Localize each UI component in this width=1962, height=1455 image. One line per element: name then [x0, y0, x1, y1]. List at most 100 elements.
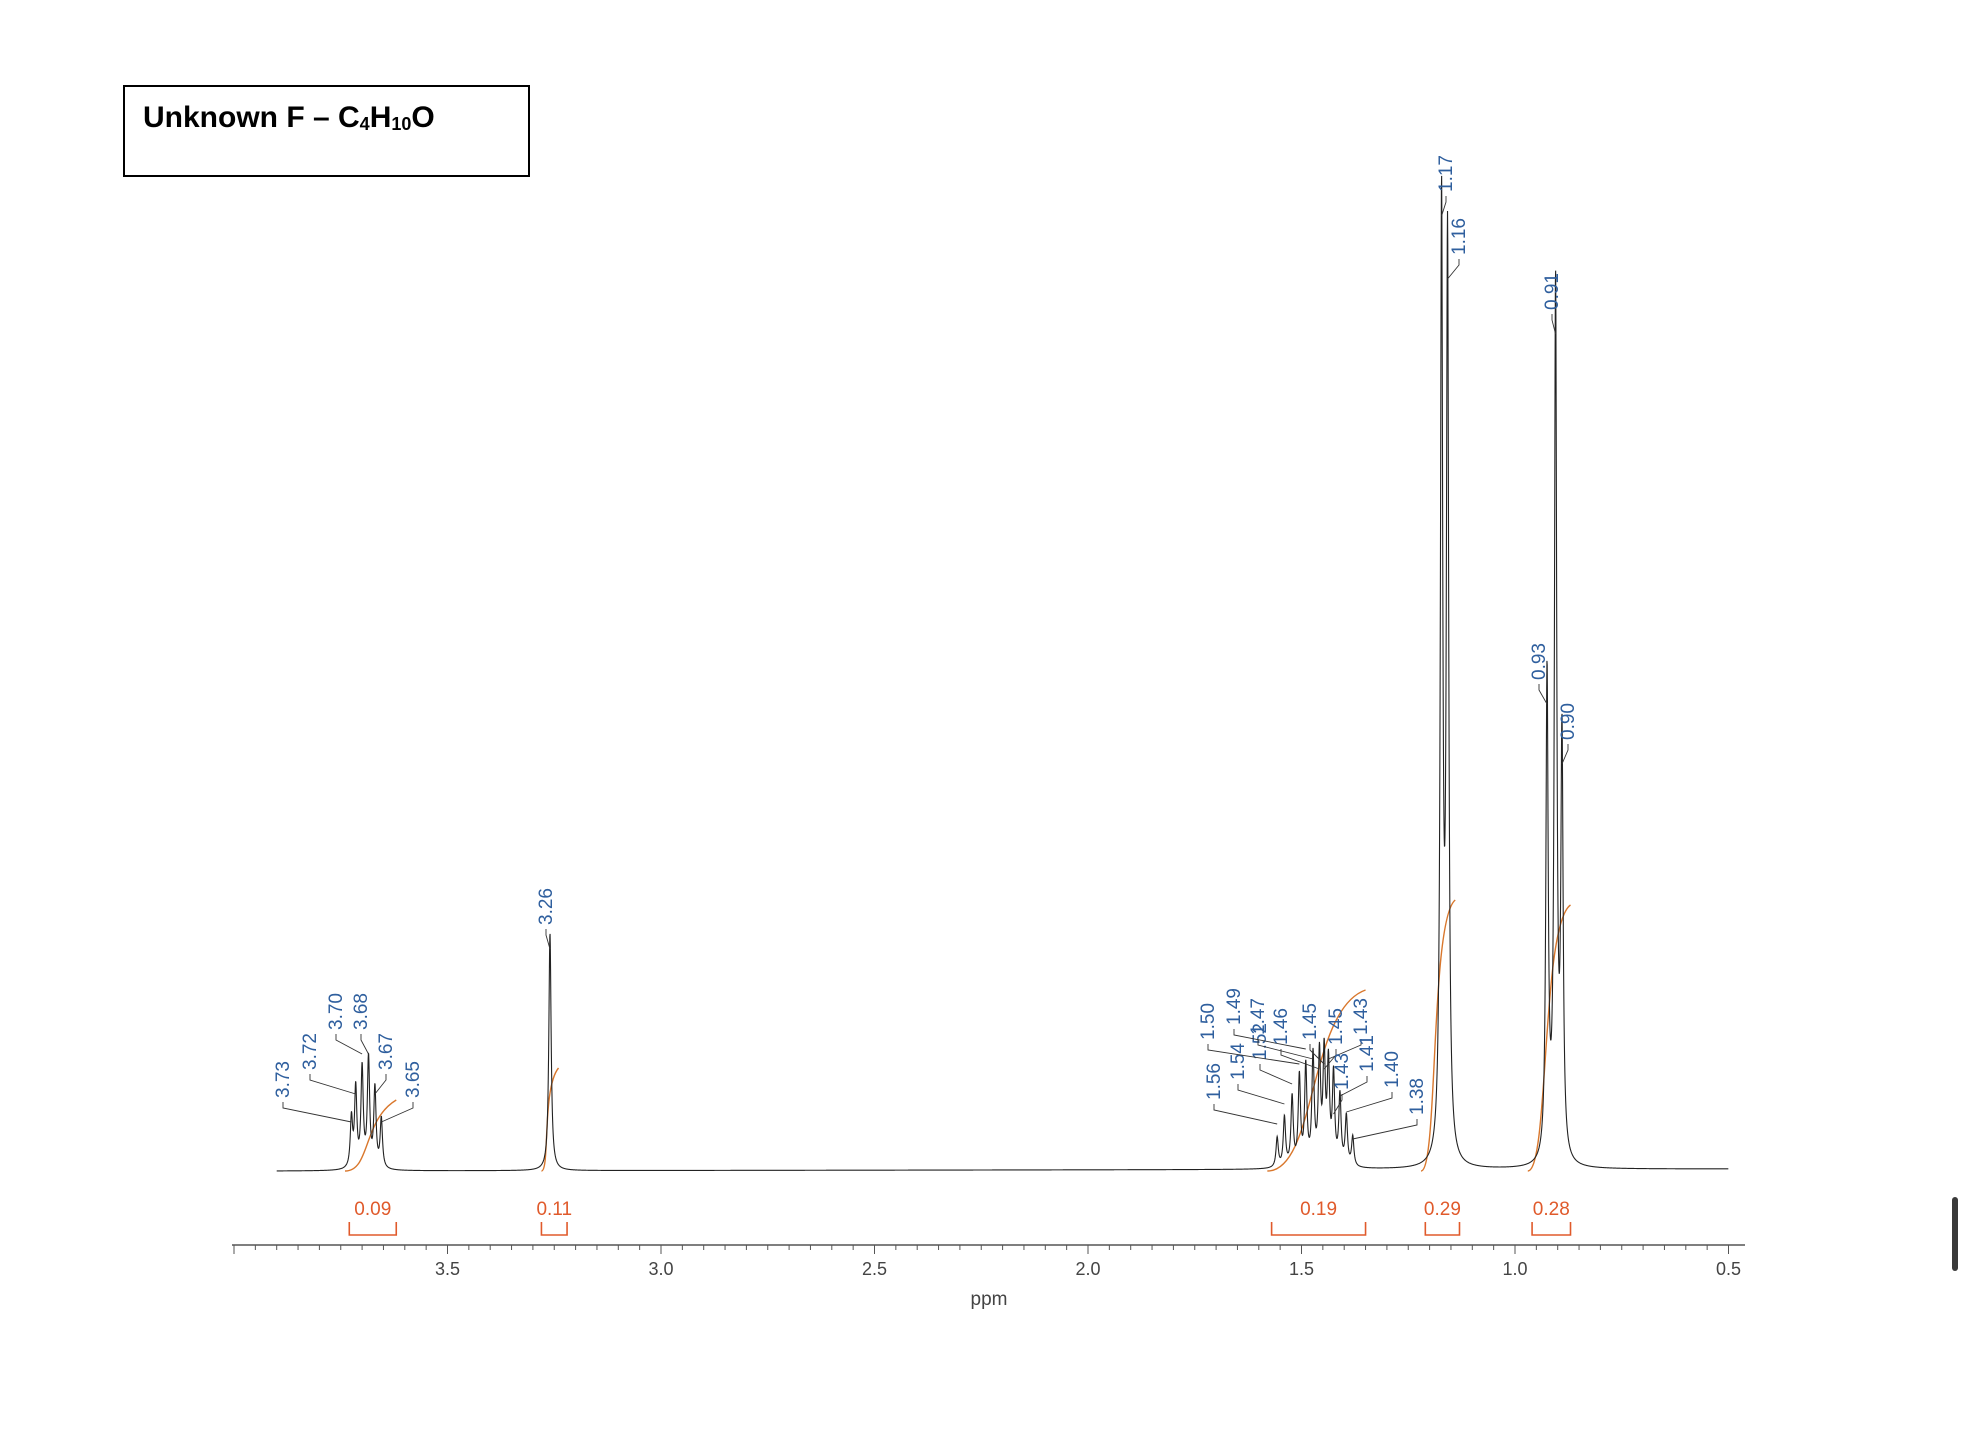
tick-label: 3.0 — [648, 1259, 673, 1279]
peak-connector — [360, 1034, 369, 1055]
integration-bracket — [1424, 1222, 1461, 1236]
peak-label-text: 1.46 — [1271, 1008, 1292, 1045]
peak-label-text: 1.43 — [1332, 1053, 1353, 1090]
tick-label: 2.5 — [862, 1259, 887, 1279]
peak-connector — [374, 1074, 387, 1095]
peak-label-text: 3.70 — [326, 993, 347, 1030]
peak-connector — [1551, 314, 1557, 335]
peak-connector — [1333, 1094, 1343, 1115]
peak-connector — [1538, 684, 1548, 705]
integration-bracket — [540, 1222, 568, 1236]
peak-label-text: 3.65 — [403, 1061, 424, 1098]
peak-label: 1.52 — [1250, 1023, 1293, 1085]
integral-curve — [540, 1067, 560, 1172]
compound-title: Unknown F – C4H10O — [143, 101, 435, 135]
peak-label-text: 1.45 — [1300, 1003, 1321, 1040]
peak-connector — [1441, 196, 1447, 217]
integration: 0.09 — [348, 1199, 398, 1236]
compound-title-box: Unknown F – C4H10O — [123, 85, 530, 177]
peak-label: 1.45 — [1323, 1008, 1347, 1070]
peak-connector — [381, 1102, 414, 1123]
peak-label-text: 1.56 — [1204, 1063, 1225, 1100]
integration: 0.11 — [536, 1199, 572, 1236]
peak-connector — [1328, 1039, 1362, 1060]
peak-labels: 3.73 3.723.70 3.683.67 3.65 3.26 1.561.541.52… — [273, 155, 1579, 1140]
ppm-axis: 3.5 3.0 2.5 2.0 1.5 1.0 0.5 ppm — [232, 1244, 1745, 1310]
peak-label-text: 1.50 — [1198, 1003, 1219, 1040]
peak-label: 1.17 — [1436, 155, 1457, 217]
peak-label: 1.56 — [1204, 1063, 1278, 1125]
peak-label-text: 3.73 — [273, 1061, 294, 1098]
integration: 0.28 — [1531, 1199, 1572, 1236]
tick-label: 3.5 — [435, 1259, 460, 1279]
integral-curve — [344, 1099, 397, 1172]
integration-value: 0.28 — [1533, 1199, 1570, 1220]
integration-value: 0.09 — [354, 1199, 391, 1220]
peak-label-text: 3.72 — [300, 1033, 321, 1070]
peak-label: 1.41 — [1339, 1035, 1378, 1097]
tick-label: 1.5 — [1289, 1259, 1314, 1279]
peak-connector — [1237, 1084, 1285, 1105]
peak-label-text: 0.91 — [1542, 273, 1563, 310]
peak-connector — [1339, 1076, 1368, 1097]
peak-label-text: 1.41 — [1357, 1035, 1378, 1072]
peak-connector — [1213, 1104, 1278, 1125]
peak-label-text: 0.90 — [1558, 703, 1579, 740]
tick-label: 1.0 — [1502, 1259, 1527, 1279]
peak-label: 1.38 — [1352, 1078, 1428, 1140]
peak-label-text: 1.45 — [1326, 1008, 1347, 1045]
integration-bracket — [1270, 1222, 1367, 1236]
peak-label: 1.45 — [1300, 1003, 1325, 1065]
peak-connector — [1447, 259, 1460, 280]
peak-connector — [309, 1074, 356, 1095]
peak-label: 1.43 — [1328, 998, 1372, 1060]
peak-connector — [1259, 1064, 1293, 1085]
peak-label: 3.73 — [273, 1061, 352, 1123]
peak-connector — [282, 1102, 352, 1123]
peak-label-text: 0.93 — [1529, 643, 1550, 680]
peak-connector — [1280, 1049, 1320, 1070]
peak-connector — [335, 1034, 363, 1055]
peak-label-text: 1.40 — [1382, 1051, 1403, 1088]
peak-label: 1.46 — [1271, 1008, 1320, 1070]
peak-connector — [1309, 1044, 1325, 1065]
peak-label-text: 1.17 — [1436, 155, 1457, 192]
integral-curve — [1267, 989, 1366, 1172]
peak-label-text: 1.43 — [1351, 998, 1372, 1035]
peak-label: 1.47 — [1248, 998, 1314, 1060]
integration: 0.29 — [1424, 1199, 1461, 1236]
peak-label-text: 1.52 — [1250, 1023, 1271, 1060]
peak-label: 1.49 — [1224, 988, 1306, 1050]
title-prefix: Unknown F – C — [143, 101, 360, 134]
peak-label: 3.68 — [351, 993, 372, 1055]
peak-label: 1.54 — [1228, 1043, 1285, 1105]
peak-connector — [1207, 1044, 1300, 1065]
peak-label-text: 1.38 — [1407, 1078, 1428, 1115]
peak-label-text: 3.26 — [536, 888, 557, 925]
peak-connector — [1346, 1092, 1393, 1113]
title-hydrogen: H — [369, 101, 392, 134]
peak-label: 0.93 — [1529, 643, 1550, 705]
peak-label: 0.90 — [1558, 703, 1579, 765]
peak-label-text: 1.49 — [1224, 988, 1245, 1025]
peak-label-text: 3.68 — [351, 993, 372, 1030]
integration-value: 0.19 — [1300, 1199, 1337, 1220]
peak-label-text: 3.67 — [376, 1033, 397, 1070]
peak-label: 1.16 — [1447, 218, 1470, 280]
peak-connector — [1561, 744, 1569, 765]
peak-connector — [1323, 1049, 1337, 1070]
peak-label: 3.67 — [374, 1033, 397, 1095]
peak-connector — [1352, 1119, 1418, 1140]
peak-connector — [545, 929, 551, 950]
spectrum-trace — [276, 175, 1729, 1172]
peak-label: 1.43 — [1332, 1053, 1353, 1115]
peak-label: 0.91 — [1542, 273, 1563, 335]
integration-bracket — [348, 1222, 398, 1236]
title-subscript-carbon: 4 — [359, 114, 370, 134]
peak-label-text: 1.54 — [1228, 1043, 1249, 1080]
integration-value: 0.11 — [536, 1199, 572, 1220]
integral-curves — [344, 899, 1571, 1172]
peak-label: 1.50 — [1198, 1003, 1300, 1065]
vertical-scrollbar[interactable] — [1952, 1197, 1958, 1271]
